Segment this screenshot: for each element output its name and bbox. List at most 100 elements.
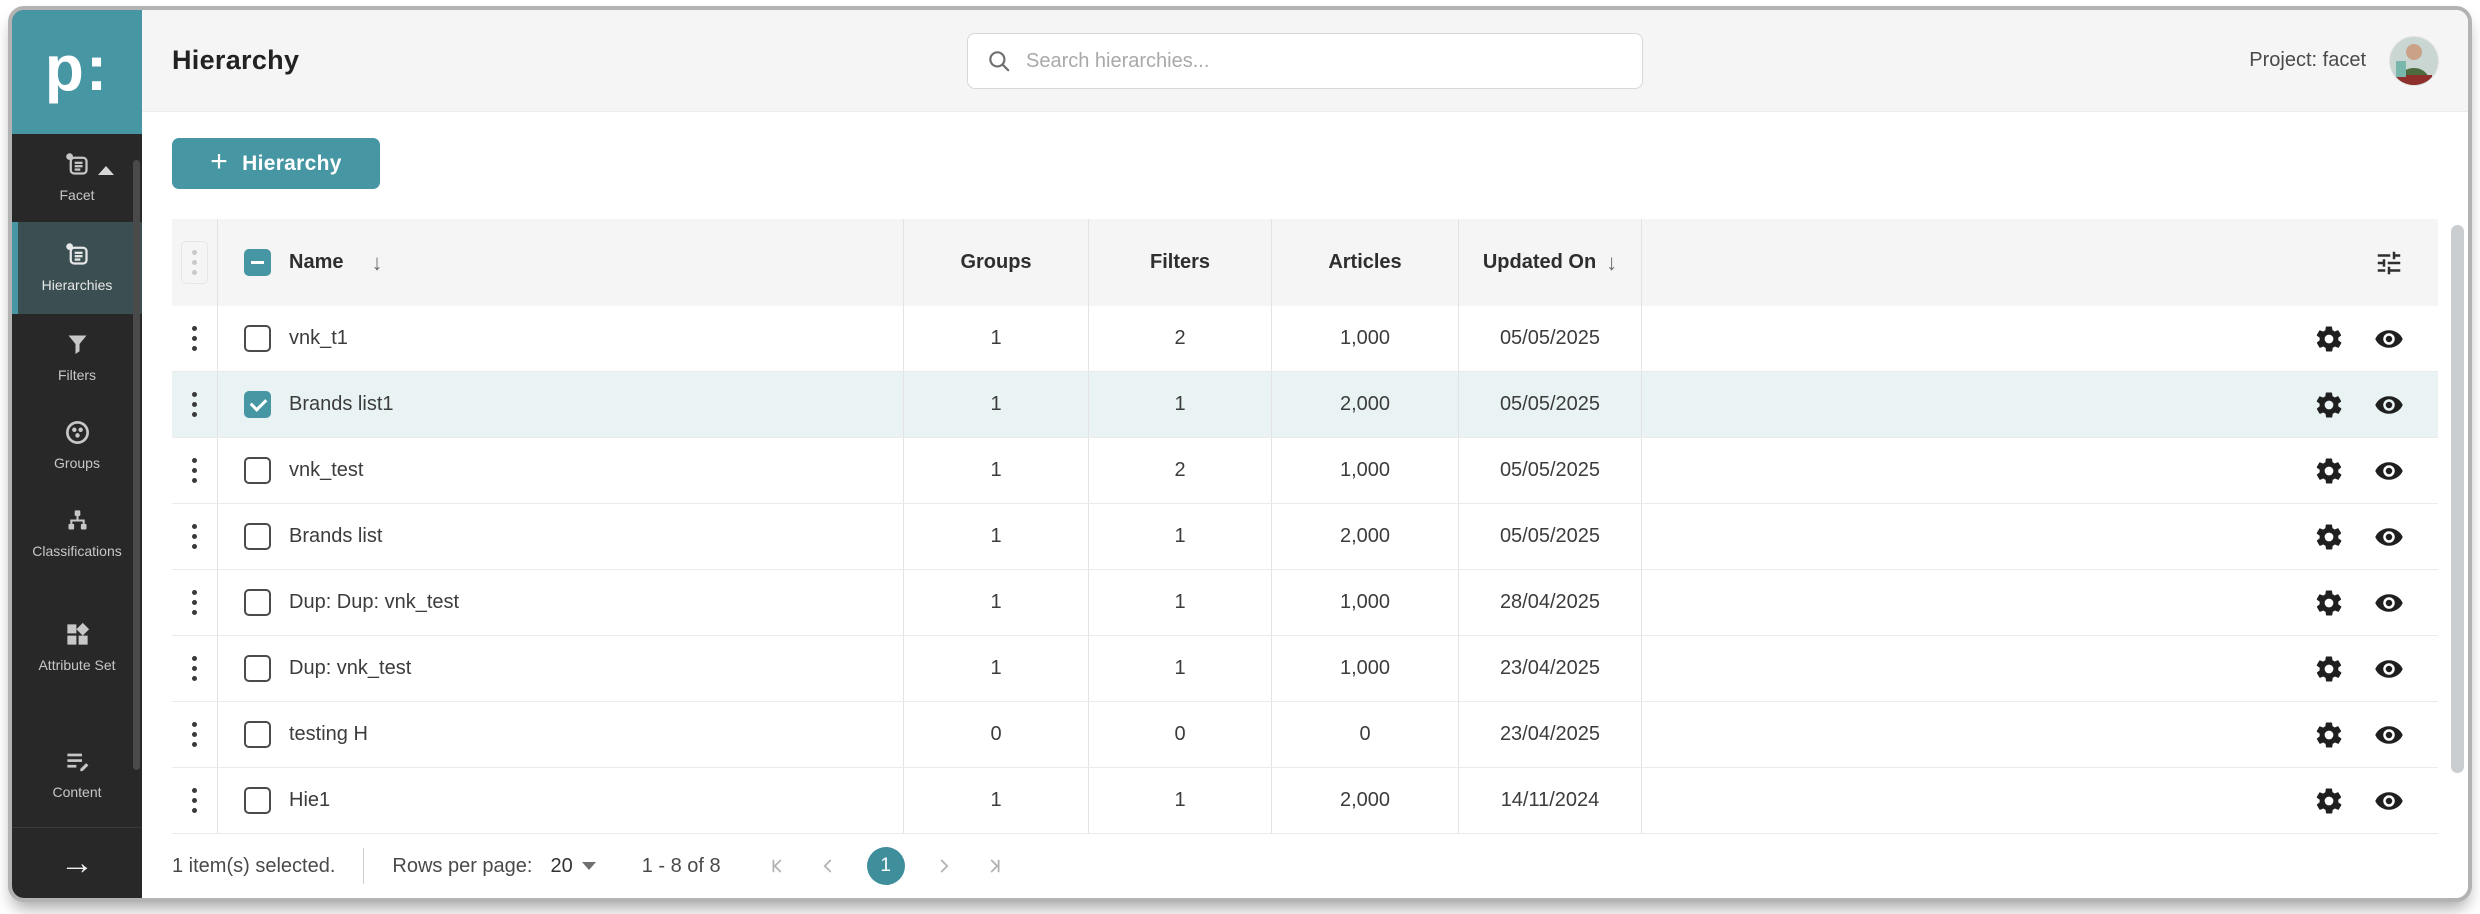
row-name: testing H	[289, 723, 368, 745]
kebab-menu-icon[interactable]	[181, 241, 208, 284]
table-row[interactable]: Brands list1 1 1 2,000 05/05/2025	[172, 372, 2438, 438]
column-header-updated[interactable]: Updated On ↓	[1459, 219, 1642, 306]
row-checkbox[interactable]	[244, 457, 271, 484]
add-hierarchy-button[interactable]: + Hierarchy	[172, 138, 380, 189]
table-row[interactable]: vnk_test 1 2 1,000 05/05/2025	[172, 438, 2438, 504]
row-updated: 05/05/2025	[1459, 306, 1642, 371]
sidebar-item-filters[interactable]: Filters	[12, 314, 142, 402]
table-row[interactable]: Dup: vnk_test 1 1 1,000 23/04/2025	[172, 636, 2438, 702]
sidebar-spacer	[12, 692, 142, 731]
column-settings-tune-icon[interactable]	[2374, 248, 2404, 278]
kebab-menu-icon[interactable]	[186, 386, 203, 423]
view-eye-icon[interactable]	[2374, 324, 2404, 354]
attribute-set-widgets-icon	[66, 623, 89, 645]
search-input[interactable]	[1026, 49, 1624, 73]
header-name-cell: Name ↓	[218, 219, 904, 306]
table-row[interactable]: Brands list 1 1 2,000 05/05/2025	[172, 504, 2438, 570]
last-page-button[interactable]	[983, 855, 1005, 877]
sidebar-item-facet[interactable]: Facet	[12, 134, 142, 222]
table-row[interactable]: testing H 0 0 0 23/04/2025	[172, 702, 2438, 768]
view-eye-icon[interactable]	[2374, 390, 2404, 420]
row-actions	[1642, 372, 2438, 437]
sort-desc-icon[interactable]: ↓	[371, 249, 383, 275]
row-checkbox[interactable]	[244, 523, 271, 550]
kebab-menu-icon[interactable]	[186, 584, 203, 621]
settings-gear-icon[interactable]	[2314, 390, 2344, 420]
settings-gear-icon[interactable]	[2314, 786, 2344, 816]
view-eye-icon[interactable]	[2374, 654, 2404, 684]
kebab-menu-icon[interactable]	[186, 716, 203, 753]
view-eye-icon[interactable]	[2374, 786, 2404, 816]
current-page-button[interactable]: 1	[866, 847, 905, 885]
row-checkbox[interactable]	[244, 721, 271, 748]
sidebar-item-content[interactable]: Content	[12, 731, 142, 819]
next-page-button[interactable]	[933, 855, 955, 877]
row-actions	[1642, 306, 2438, 371]
row-filters: 2	[1089, 438, 1272, 503]
sidebar-item-label: Filters	[57, 367, 97, 384]
footer-divider	[363, 848, 365, 884]
row-checkbox[interactable]	[244, 787, 271, 814]
settings-gear-icon[interactable]	[2314, 456, 2344, 486]
row-name: Hie1	[289, 789, 331, 811]
column-header-groups[interactable]: Groups	[904, 219, 1089, 306]
row-name-cell: Dup: vnk_test	[218, 636, 904, 701]
settings-gear-icon[interactable]	[2314, 588, 2344, 618]
row-filters: 1	[1089, 768, 1272, 833]
sort-desc-icon[interactable]: ↓	[1606, 249, 1618, 275]
row-kebab-cell	[172, 702, 218, 767]
column-header-name[interactable]: Name	[289, 251, 344, 273]
column-header-filters[interactable]: Filters	[1089, 219, 1272, 306]
table-row[interactable]: Hie1 1 1 2,000 14/11/2024	[172, 768, 2438, 834]
table-row[interactable]: Dup: Dup: vnk_test 1 1 1,000 28/04/2025	[172, 570, 2438, 636]
row-checkbox[interactable]	[244, 325, 271, 352]
row-checkbox[interactable]	[244, 655, 271, 682]
sidebar-item-groups[interactable]: Groups	[12, 402, 142, 490]
table-row[interactable]: vnk_t1 1 2 1,000 05/05/2025	[172, 306, 2438, 372]
user-avatar[interactable]	[2390, 36, 2438, 85]
app-logo[interactable]: p:	[12, 10, 142, 134]
row-name-cell: Hie1	[218, 768, 904, 833]
search-icon	[989, 51, 1010, 72]
view-eye-icon[interactable]	[2374, 456, 2404, 486]
row-kebab-cell	[172, 438, 218, 503]
sidebar-expand-button[interactable]: →	[12, 828, 142, 898]
sidebar-item-classifications[interactable]: Classifications	[12, 490, 142, 578]
vertical-scrollbar[interactable]	[2451, 225, 2464, 773]
select-all-checkbox[interactable]	[244, 249, 271, 276]
sidebar-scrollbar[interactable]	[133, 160, 140, 770]
rows-per-page-select[interactable]: 20	[550, 855, 596, 878]
row-groups: 1	[904, 504, 1089, 569]
collapse-caret-icon[interactable]	[98, 166, 114, 175]
header-kebab-cell	[172, 219, 218, 306]
settings-gear-icon[interactable]	[2314, 522, 2344, 552]
kebab-menu-icon[interactable]	[186, 452, 203, 489]
view-eye-icon[interactable]	[2374, 588, 2404, 618]
settings-gear-icon[interactable]	[2314, 720, 2344, 750]
view-eye-icon[interactable]	[2374, 720, 2404, 750]
row-checkbox[interactable]	[244, 589, 271, 616]
settings-gear-icon[interactable]	[2314, 324, 2344, 354]
settings-gear-icon[interactable]	[2314, 654, 2344, 684]
sidebar-item-hierarchies[interactable]: Hierarchies	[12, 222, 142, 314]
row-kebab-cell	[172, 570, 218, 635]
kebab-menu-icon[interactable]	[186, 320, 203, 357]
kebab-menu-icon[interactable]	[186, 650, 203, 687]
rows-per-page-label: Rows per page:	[392, 854, 533, 877]
pagination: 1	[767, 847, 1005, 885]
row-checkbox[interactable]	[244, 391, 271, 418]
topbar-right: Project: facet	[2249, 36, 2438, 85]
row-updated: 05/05/2025	[1459, 504, 1642, 569]
table-body: vnk_t1 1 2 1,000 05/05/2025 Brands list1…	[172, 306, 2438, 834]
kebab-menu-icon[interactable]	[186, 518, 203, 555]
search-box[interactable]	[967, 33, 1643, 89]
view-eye-icon[interactable]	[2374, 522, 2404, 552]
column-header-articles[interactable]: Articles	[1272, 219, 1459, 306]
kebab-menu-icon[interactable]	[186, 782, 203, 819]
header-actions-cell	[1642, 219, 2438, 306]
row-groups: 1	[904, 636, 1089, 701]
first-page-button[interactable]	[767, 855, 789, 877]
sidebar-item-attribute-set[interactable]: Attribute Set	[12, 604, 142, 692]
first-page-icon	[772, 859, 781, 873]
prev-page-button[interactable]	[817, 855, 839, 877]
